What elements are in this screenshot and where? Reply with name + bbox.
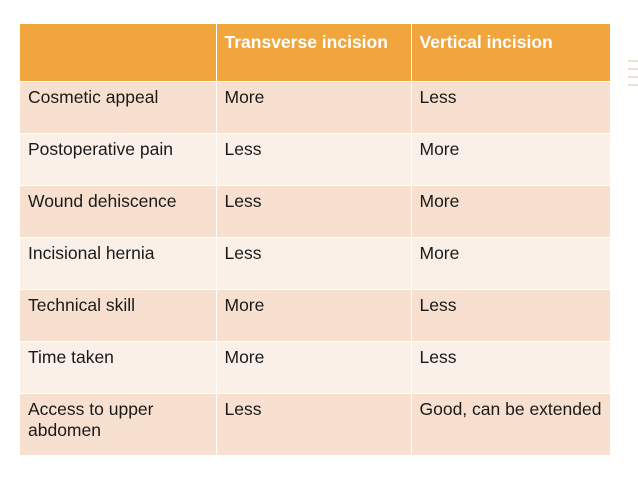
table-row: Cosmetic appeal More Less (20, 81, 610, 133)
vertical-value: More (419, 242, 460, 263)
transverse-value: More (216, 81, 412, 133)
header-cell-empty (20, 24, 217, 81)
table-row: Wound dehiscence Less More (20, 185, 610, 237)
transverse-value: Less (216, 393, 412, 455)
table-row: Technical skill More Less (20, 289, 610, 341)
accent-line (628, 84, 638, 86)
table-row: Access to upper abdomen Less Good, can b… (20, 393, 610, 455)
vertical-value: More (419, 138, 460, 159)
slide-accent-lines (628, 60, 638, 130)
transverse-value: More (216, 341, 412, 393)
row-label: Incisional hernia (20, 237, 217, 289)
header-cell-transverse: Transverse incision (216, 24, 412, 81)
vertical-value: Good, can be extended (419, 398, 602, 419)
accent-line (628, 68, 638, 70)
row-label: Cosmetic appeal (20, 81, 217, 133)
transverse-value: Less (216, 237, 412, 289)
accent-line (628, 76, 638, 78)
row-label: Access to upper abdomen (20, 393, 217, 455)
transverse-value: More (216, 289, 412, 341)
vertical-value: Less (419, 86, 457, 107)
table-row: Incisional hernia Less More (20, 237, 610, 289)
accent-line (628, 60, 638, 62)
vertical-value: Less (419, 294, 457, 315)
vertical-value: Less (419, 346, 457, 367)
transverse-value: Less (216, 185, 412, 237)
vertical-value: More (419, 190, 460, 211)
table-header-row: Transverse incision Vertical incision (20, 24, 610, 81)
table-row: Postoperative pain Less More (20, 133, 610, 185)
row-label: Time taken (20, 341, 217, 393)
comparison-table: Transverse incision Vertical incision Co… (20, 24, 610, 455)
table-row: Time taken More Less (20, 341, 610, 393)
transverse-value: Less (216, 133, 412, 185)
row-label: Wound dehiscence (20, 185, 217, 237)
row-label: Technical skill (20, 289, 217, 341)
comparison-table-container: Transverse incision Vertical incision Co… (20, 24, 610, 455)
row-label: Postoperative pain (20, 133, 217, 185)
header-cell-vertical: Vertical incision (419, 32, 553, 52)
